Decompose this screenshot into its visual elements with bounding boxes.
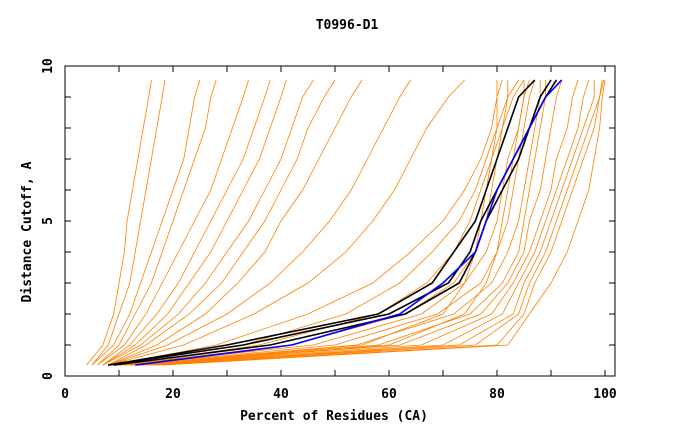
- series-line-18: [124, 79, 541, 366]
- series-line-9: [108, 79, 363, 366]
- series-line-11: [108, 79, 465, 366]
- series-line-5: [102, 79, 271, 366]
- series-line-2: [91, 79, 201, 366]
- x-tick-label: 80: [489, 387, 505, 402]
- series-line-3: [97, 79, 217, 366]
- x-tick-label: 20: [165, 387, 181, 402]
- series-line-26: [162, 79, 606, 366]
- series-line-1: [91, 79, 166, 366]
- y-tick-label: 10: [41, 58, 56, 74]
- series-line-17: [124, 79, 536, 366]
- x-tick-label: 0: [61, 387, 69, 402]
- series-line-29: [108, 79, 536, 366]
- series-line-14: [118, 79, 525, 366]
- series-line-22: [140, 79, 590, 366]
- series-line-6: [102, 79, 287, 366]
- x-tick-label: 40: [273, 387, 289, 402]
- series-line-23: [145, 79, 595, 366]
- x-tick-label: 60: [381, 387, 397, 402]
- series-group: [86, 79, 606, 366]
- series-line-10: [108, 79, 411, 366]
- series-line-27: [140, 79, 525, 366]
- series-line-25: [156, 79, 605, 366]
- series-line-16: [118, 79, 530, 366]
- y-tick-label: 5: [41, 217, 56, 225]
- series-line-4: [97, 79, 249, 366]
- x-tick-label: 100: [593, 387, 617, 402]
- series-line-24: [151, 79, 603, 366]
- series-line-30: [108, 79, 552, 366]
- y-tick-label: 0: [41, 372, 56, 380]
- series-line-28: [135, 79, 498, 366]
- x-axis-label: Percent of Residues (CA): [240, 409, 428, 424]
- series-line-21: [135, 79, 579, 366]
- series-line-7: [102, 79, 314, 366]
- series-line-20: [129, 79, 563, 366]
- series-line-0: [86, 79, 152, 366]
- axes: 0 20 40 60 80 100 0 5 10: [41, 58, 617, 402]
- chart-title: T0996-D1: [316, 18, 379, 33]
- series-line-32: [135, 79, 563, 366]
- series-line-12: [113, 79, 503, 366]
- y-axis-label: Distance Cutoff, A: [20, 161, 35, 302]
- series-line-13: [113, 79, 519, 366]
- series-line-8: [108, 79, 336, 366]
